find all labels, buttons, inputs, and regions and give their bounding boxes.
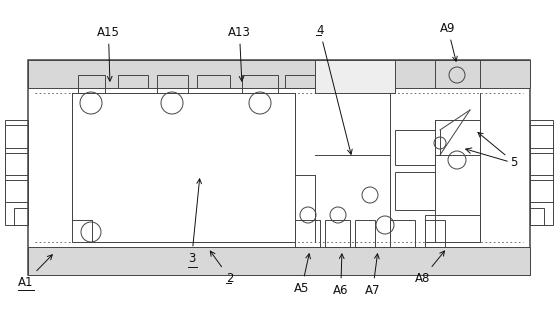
Bar bbox=[530, 180, 553, 202]
Text: 5: 5 bbox=[478, 133, 517, 169]
Bar bbox=[425, 220, 445, 247]
Bar bbox=[295, 220, 320, 247]
Bar bbox=[5, 153, 28, 175]
Bar bbox=[197, 75, 230, 88]
Text: A6: A6 bbox=[333, 254, 349, 296]
Bar bbox=[157, 75, 188, 93]
Bar bbox=[78, 75, 105, 93]
Text: 3: 3 bbox=[188, 179, 201, 265]
Bar bbox=[530, 153, 553, 175]
Text: A5: A5 bbox=[294, 254, 310, 294]
Bar bbox=[28, 60, 530, 88]
Bar bbox=[435, 60, 480, 88]
Bar bbox=[425, 215, 480, 242]
Text: A15: A15 bbox=[97, 25, 120, 81]
Bar bbox=[118, 75, 148, 88]
Bar bbox=[530, 125, 553, 148]
Bar bbox=[14, 208, 28, 225]
Text: A9: A9 bbox=[440, 22, 457, 61]
Bar bbox=[5, 120, 28, 225]
Bar bbox=[530, 120, 553, 225]
Bar bbox=[28, 247, 530, 275]
Text: A13: A13 bbox=[228, 25, 251, 81]
Bar bbox=[325, 220, 350, 247]
Bar bbox=[355, 220, 375, 247]
Bar bbox=[390, 220, 415, 247]
Text: 4: 4 bbox=[316, 24, 352, 154]
Bar bbox=[28, 60, 530, 275]
Bar bbox=[285, 75, 315, 88]
Bar bbox=[395, 172, 435, 210]
Bar bbox=[530, 208, 544, 225]
Bar bbox=[435, 120, 480, 155]
Bar bbox=[315, 60, 395, 93]
Text: A8: A8 bbox=[415, 251, 445, 285]
Bar bbox=[395, 130, 435, 165]
Text: A7: A7 bbox=[365, 254, 381, 296]
Bar bbox=[5, 180, 28, 202]
Text: A1: A1 bbox=[18, 255, 52, 288]
Bar bbox=[242, 75, 278, 93]
Bar bbox=[72, 93, 295, 242]
Text: 2: 2 bbox=[210, 251, 233, 285]
Bar bbox=[5, 125, 28, 148]
